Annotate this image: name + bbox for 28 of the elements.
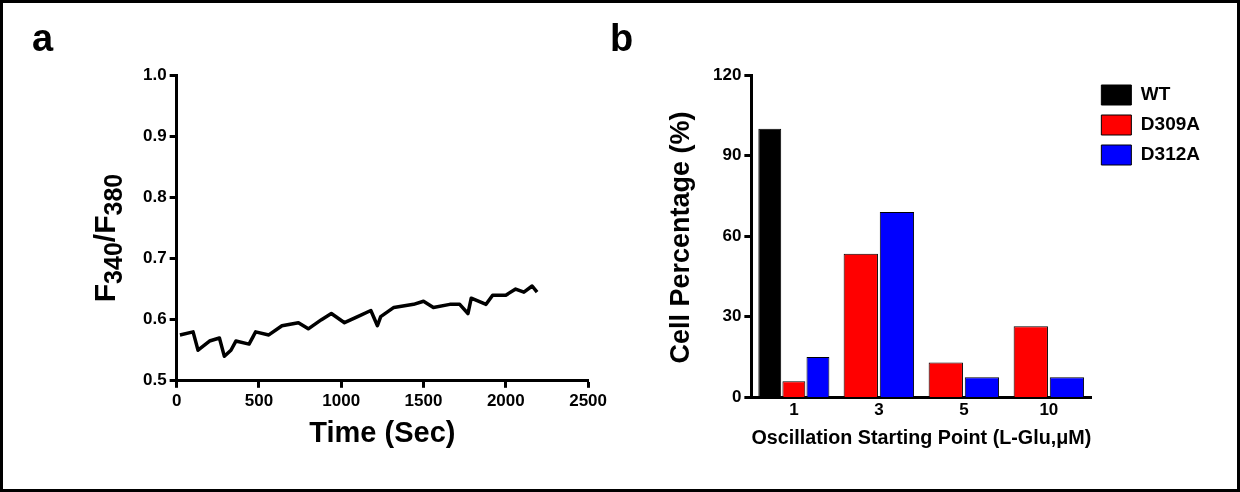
y-tick-label: 0.5 [142,370,167,390]
y-tick-label: 0.8 [142,187,167,207]
x-tick-label: 2500 [569,390,607,410]
chart-title: a [32,17,54,60]
y-tick-label: 120 [712,64,742,84]
legend-label: D309A [1140,113,1201,135]
x-tick-label: 0 [171,390,182,410]
x-axis-title: Time (Sec) [309,415,456,448]
y-tick-label: 60 [722,225,742,245]
legend-label: D312A [1140,143,1201,165]
y-axis-title: Cell Percentage (%) [664,111,696,364]
y-tick-label: 0.6 [142,309,167,329]
x-tick-label: 3 [874,400,884,420]
x-tick-label: 1500 [404,390,443,410]
x-tick-label: 2000 [486,390,525,410]
y-tick-label: 90 [722,145,742,165]
x-tick-label: 500 [244,390,274,410]
legend-label: WT [1140,83,1171,105]
y-tick-label: 1.0 [142,64,167,84]
x-tick-label: 10 [1039,400,1059,420]
chart-title: b [610,17,634,60]
y-tick-label: 0.9 [142,125,167,145]
x-tick-label: 1 [789,400,799,420]
x-axis-title: Oscillation Starting Point (L-Glu,μM) [751,425,1092,449]
y-tick-label: 30 [722,306,742,326]
y-tick-label: 0.7 [142,248,167,268]
x-tick-label: 5 [959,400,969,420]
x-tick-label: 1000 [322,390,361,410]
